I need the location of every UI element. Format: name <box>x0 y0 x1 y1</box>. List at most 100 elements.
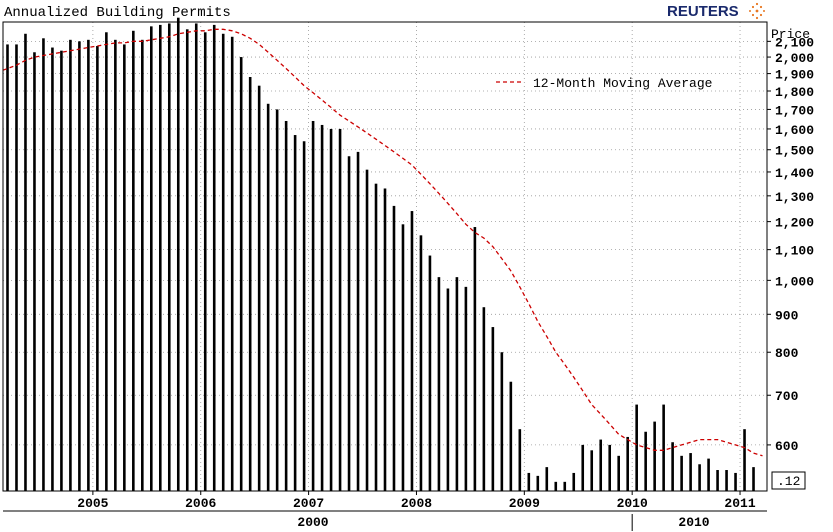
bar <box>518 429 522 491</box>
bar <box>60 50 63 491</box>
y-tick-label: 700 <box>775 389 799 404</box>
reuters-globe-icon <box>749 2 765 20</box>
moving-average-line <box>2 28 763 457</box>
bar <box>617 455 620 491</box>
bar <box>392 205 396 491</box>
bar <box>527 472 531 491</box>
bar <box>123 44 126 492</box>
bar <box>581 444 585 491</box>
bar <box>689 453 692 491</box>
bar <box>734 472 737 491</box>
y-tick-label: 800 <box>775 346 799 361</box>
bar <box>698 464 701 491</box>
bar <box>221 33 225 491</box>
bar <box>716 470 719 491</box>
bar <box>356 151 360 491</box>
bar <box>167 23 171 491</box>
y-tick-label: 1,800 <box>775 85 814 100</box>
x-tick-label: 2005 <box>77 496 108 511</box>
x-secondary-label: 2000 <box>297 515 328 530</box>
y-tick-label: 1,900 <box>775 68 814 83</box>
bar <box>114 39 117 492</box>
bar <box>644 431 647 491</box>
bar <box>230 36 234 491</box>
y-tick-label: 1,500 <box>775 144 814 159</box>
x-tick-label: 2011 <box>724 496 755 511</box>
y-tick-label: 1,400 <box>775 166 814 181</box>
bar <box>329 128 333 491</box>
x-tick-label: 2006 <box>185 496 216 511</box>
bar <box>383 188 387 492</box>
bar <box>599 439 603 491</box>
bar <box>194 23 198 491</box>
y-tick-label: 1,200 <box>775 216 814 231</box>
bar <box>365 169 369 491</box>
bar <box>662 404 665 491</box>
bar <box>15 44 18 492</box>
bar <box>410 211 414 491</box>
y-tick-label: 1,100 <box>775 244 814 259</box>
bar <box>509 381 513 491</box>
bar <box>141 39 144 492</box>
x-tick-label: 2009 <box>509 496 540 511</box>
bar <box>707 458 710 491</box>
bar <box>428 255 432 491</box>
bars <box>6 17 755 492</box>
bar <box>563 481 567 491</box>
bar <box>239 57 243 492</box>
bar <box>302 141 306 491</box>
bar <box>572 472 576 491</box>
reuters-logo: REUTERS <box>667 2 765 20</box>
bar <box>248 76 252 492</box>
bar <box>635 404 638 491</box>
x-secondary-label: 2010 <box>678 515 709 530</box>
chart-title: Annualized Building Permits <box>4 5 231 21</box>
x-tick-label: 2007 <box>293 496 324 511</box>
bar <box>464 286 468 491</box>
y-tick-label: 600 <box>775 439 799 454</box>
bar <box>87 39 90 492</box>
last-value-label: .12 <box>777 474 800 489</box>
bar <box>671 442 674 491</box>
bar <box>185 29 189 492</box>
bar <box>42 38 45 492</box>
grid <box>3 22 767 491</box>
bar <box>455 277 459 491</box>
bar <box>419 235 423 491</box>
bar <box>590 450 594 491</box>
bar <box>491 327 495 491</box>
y-tick-label: 1,700 <box>775 103 814 118</box>
y-axis-label: Price <box>771 27 810 42</box>
bar <box>33 52 36 492</box>
bar <box>266 103 270 492</box>
plot-frame <box>2 21 768 492</box>
bar <box>536 475 540 491</box>
x-axis: 2005 2006 2007 2008 2009 2010 2011 2000 2010 <box>77 491 756 531</box>
bar <box>158 24 162 492</box>
bar <box>608 444 612 491</box>
bar <box>275 109 279 491</box>
bar <box>752 467 755 491</box>
bar <box>626 436 629 491</box>
bar <box>500 352 504 491</box>
y-tick-label: 2,000 <box>775 51 814 66</box>
y-axis: 600 700 800 900 1,000 1,100 1,200 1,300 1,400 1,5… <box>767 35 814 454</box>
bar <box>680 455 683 491</box>
bar <box>51 47 54 492</box>
bar <box>545 467 549 491</box>
bar <box>176 17 180 492</box>
bar <box>69 39 72 492</box>
last-value-box: .12 <box>771 471 806 490</box>
bar <box>374 183 378 491</box>
bar <box>132 30 135 491</box>
legend-label: 12-Month Moving Average <box>533 76 712 91</box>
bar <box>446 288 450 491</box>
bar <box>24 33 27 491</box>
bar <box>203 32 207 491</box>
bar <box>257 85 261 491</box>
bar <box>293 135 297 491</box>
x-tick-label: 2010 <box>617 496 648 511</box>
bar <box>554 481 558 491</box>
bar <box>6 44 9 492</box>
